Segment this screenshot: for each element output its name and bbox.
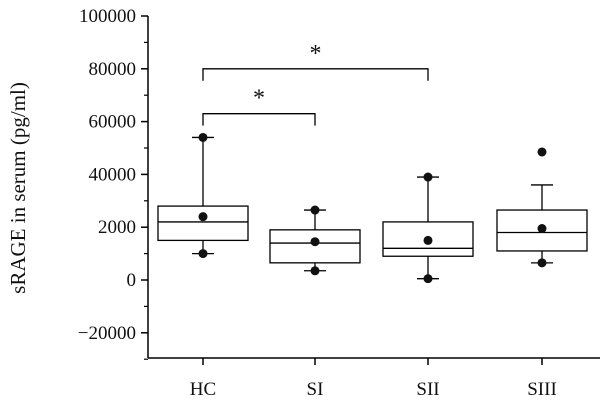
y-tick-label: −20000: [78, 323, 136, 344]
y-tick-label: 0: [127, 270, 137, 291]
box-group: [382, 172, 474, 284]
x-tick-label: SIII: [527, 379, 557, 400]
y-tick-label: 80000: [89, 59, 137, 80]
x-tick-label: SI: [307, 379, 324, 400]
x-tick-label: SII: [416, 379, 439, 400]
max-point: [310, 205, 320, 215]
mean-point: [198, 212, 208, 222]
mean-point: [423, 235, 433, 245]
significance-label: *: [310, 41, 322, 67]
min-point: [198, 249, 208, 259]
min-point: [423, 274, 433, 284]
box-group: [269, 205, 361, 276]
min-point: [537, 258, 547, 268]
box-group: [496, 147, 588, 268]
box-iqr: [269, 229, 361, 264]
significance-brackets: **: [202, 41, 429, 126]
y-tick-label: 100000: [79, 6, 136, 27]
axes: [147, 16, 600, 359]
significance-bracket: [202, 68, 429, 81]
mean-point: [537, 224, 547, 234]
significance-bracket: [202, 113, 316, 126]
significance-label: *: [253, 86, 265, 112]
y-tick-label: 40000: [89, 164, 137, 185]
y-tick-label: 2000: [98, 217, 136, 238]
max-point: [537, 147, 547, 157]
mean-point: [310, 237, 320, 247]
x-tick-label: HC: [190, 379, 216, 400]
x-ticks: HC SI SII SIII: [190, 358, 557, 400]
box-iqr: [157, 205, 249, 242]
max-point: [198, 132, 208, 142]
y-tick-label: 60000: [89, 112, 137, 133]
y-axis-title: sRAGE in serum (pg/ml): [6, 82, 30, 294]
boxes: [157, 132, 588, 284]
y-ticks: −20000 0 2000 40000 60000 80000 100000: [78, 6, 148, 360]
min-point: [310, 266, 320, 276]
max-point: [423, 172, 433, 182]
box-group: [157, 132, 249, 259]
